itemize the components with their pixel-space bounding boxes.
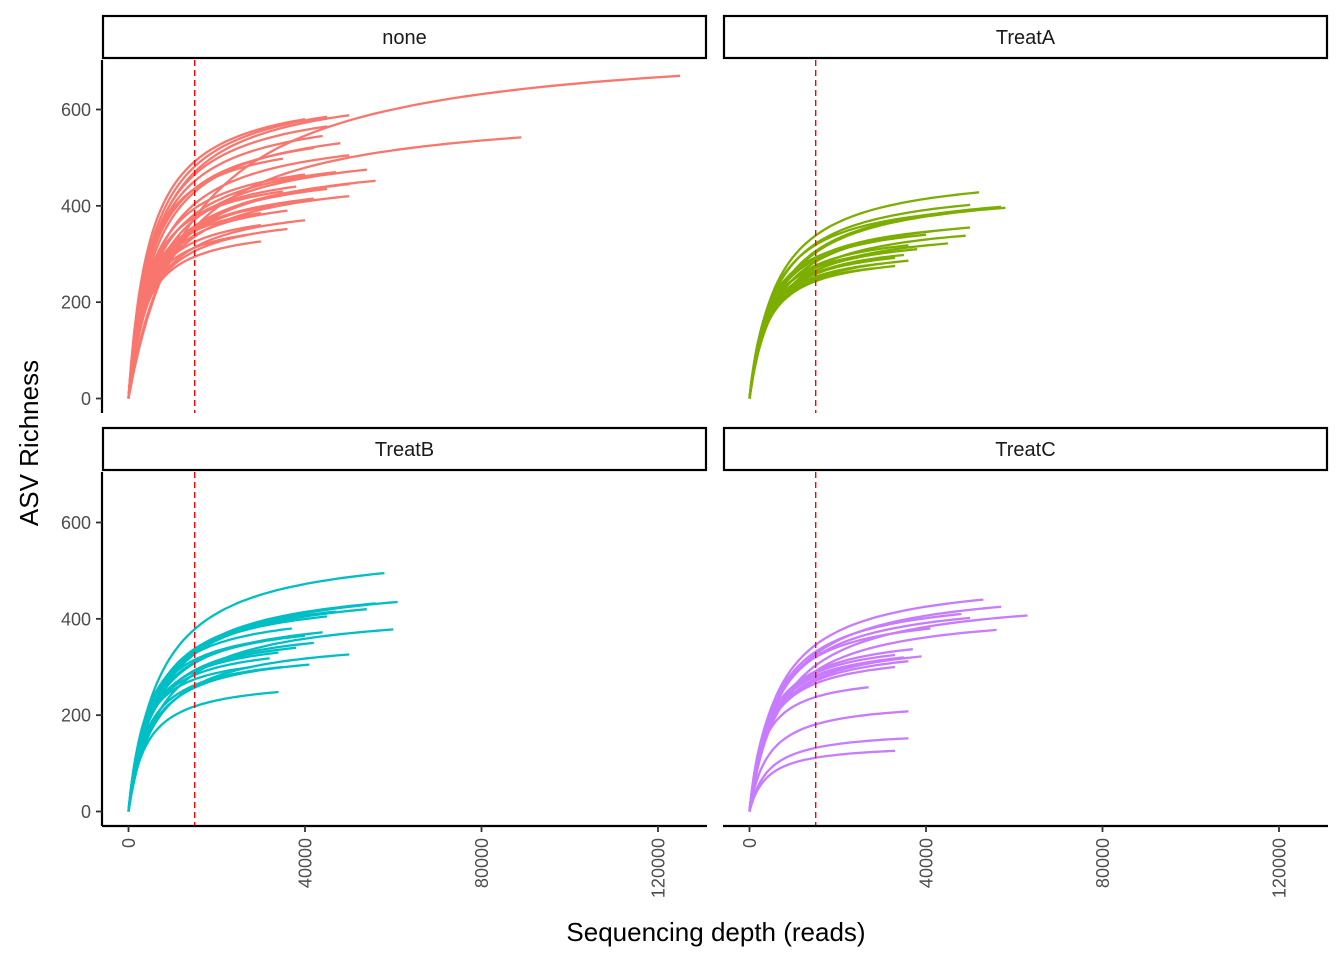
x-tick-label: 120000 xyxy=(649,838,669,898)
facet-strip xyxy=(722,426,1329,472)
facet-strip-label: TreatB xyxy=(375,439,434,461)
rarefaction-curve xyxy=(748,686,869,813)
y-tick-label: 0 xyxy=(81,802,91,822)
x-tick-label: 80000 xyxy=(1093,838,1113,888)
facet-strip xyxy=(101,14,708,60)
facet-panel-treatb: TreatB 0 200 400 600 xyxy=(61,426,708,826)
x-tick-label: 0 xyxy=(740,838,760,848)
facet-strip-label: none xyxy=(382,27,427,49)
facet-strip-label: TreatA xyxy=(996,27,1056,49)
facet-panel-treatc: TreatC xyxy=(722,426,1329,826)
rarefaction-curve xyxy=(748,710,909,813)
x-tick-label: 80000 xyxy=(472,838,492,888)
y-tick-label: 0 xyxy=(81,389,91,409)
x-tick-label: 40000 xyxy=(917,838,937,888)
rarefaction-curve xyxy=(127,690,279,813)
series-curves xyxy=(748,191,1006,400)
x-axis-title: Sequencing depth (reads) xyxy=(566,917,865,947)
facet-panel-treata: TreatA xyxy=(722,14,1329,413)
x-tick-label: 0 xyxy=(119,838,139,848)
facet-strip xyxy=(101,426,708,472)
facet-strip-label: TreatC xyxy=(995,439,1055,461)
y-tick-label: 200 xyxy=(61,706,91,726)
facet-strip xyxy=(722,14,1329,60)
rarefaction-curve xyxy=(127,665,253,813)
rarefaction-curve xyxy=(127,240,262,400)
y-tick-label: 600 xyxy=(61,100,91,120)
series-curves xyxy=(127,74,681,400)
series-curves xyxy=(127,571,398,813)
y-tick-label: 600 xyxy=(61,513,91,533)
y-tick-label: 400 xyxy=(61,196,91,216)
x-tick-label: 120000 xyxy=(1270,838,1290,898)
series-curves xyxy=(748,598,1028,813)
rarefaction-curve xyxy=(748,267,874,400)
y-tick-label: 400 xyxy=(61,609,91,629)
rarefaction-curve xyxy=(748,749,896,813)
facet-panel-none: none 0 200 400 600 xyxy=(61,14,708,413)
facet-panels: none0200400600TreatATreatB0200400600Trea… xyxy=(61,14,1329,826)
x-tick-label: 40000 xyxy=(296,838,316,888)
y-axis-title: ASV Richness xyxy=(14,360,44,526)
y-tick-label: 200 xyxy=(61,293,91,313)
x-axis-ticks: 0 40000 80000 120000 0 40000 80000 120000 xyxy=(102,824,1328,898)
